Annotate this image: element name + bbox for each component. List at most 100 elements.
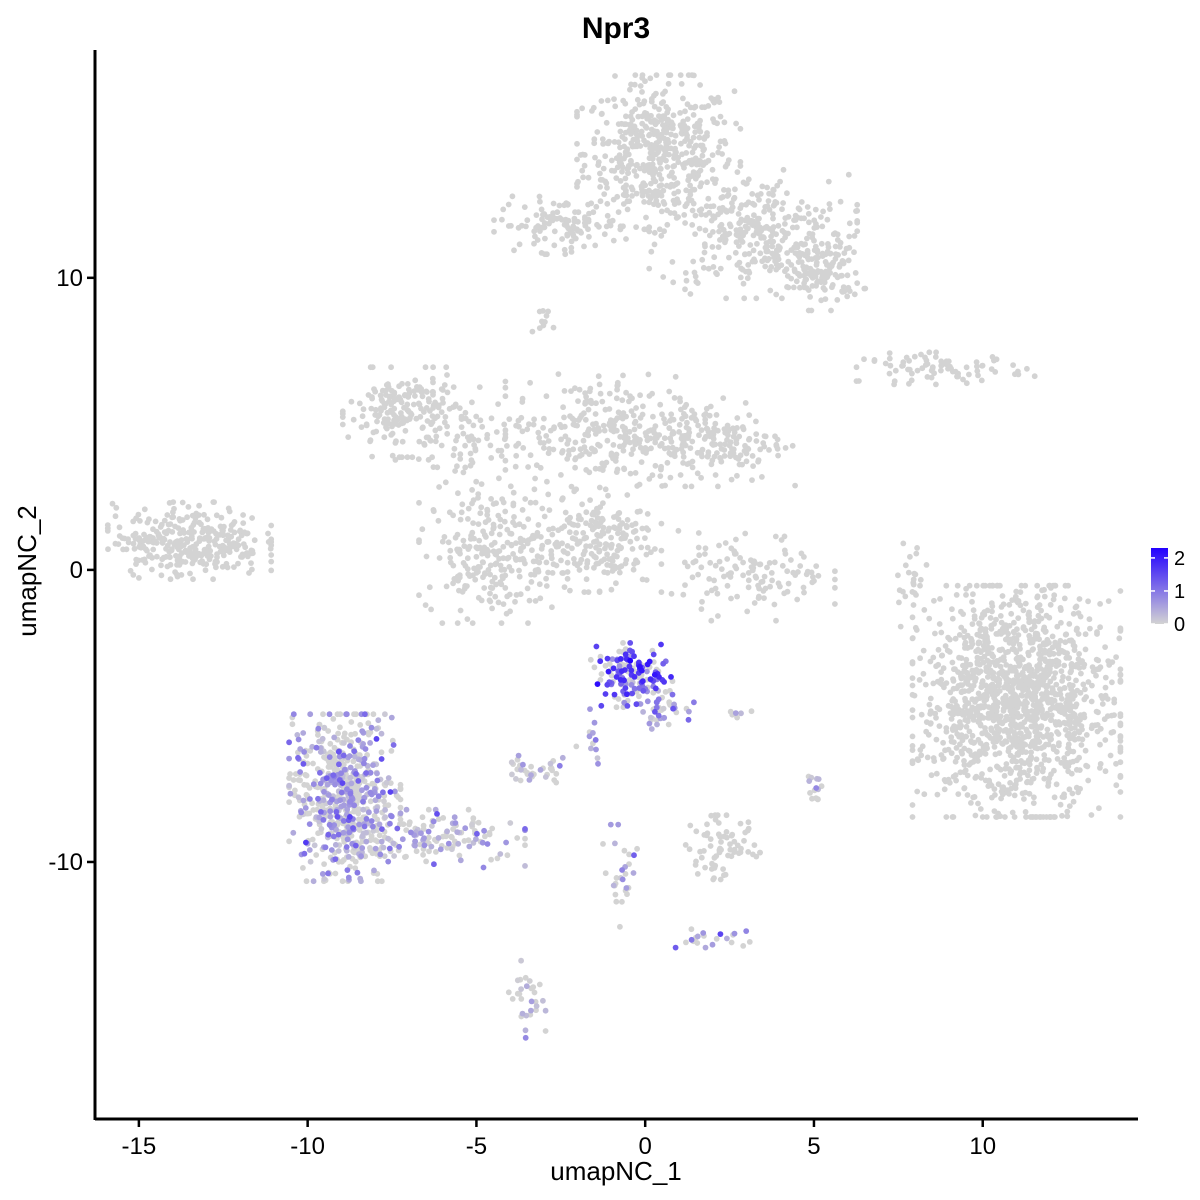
data-point	[597, 504, 604, 510]
data-point	[609, 217, 616, 224]
data-point	[551, 228, 558, 235]
data-point	[697, 82, 703, 88]
data-point	[489, 585, 496, 591]
data-point	[636, 481, 643, 488]
data-point	[680, 449, 687, 456]
data-point	[465, 516, 471, 522]
data-point	[757, 561, 764, 568]
data-point	[465, 837, 472, 844]
data-point	[592, 411, 599, 417]
data-point	[914, 788, 921, 795]
data-point	[1031, 618, 1038, 624]
data-point	[488, 542, 495, 548]
data-point	[692, 231, 698, 238]
data-point	[668, 416, 675, 423]
data-point	[716, 542, 722, 549]
data-point	[705, 265, 712, 272]
data-point	[367, 437, 374, 444]
data-point	[909, 760, 916, 767]
data-point	[1033, 706, 1040, 713]
data-point	[665, 80, 672, 87]
data-point	[909, 659, 916, 665]
data-point	[370, 711, 377, 718]
data-point	[704, 179, 710, 186]
data-point	[590, 511, 597, 518]
data-point	[1020, 625, 1027, 632]
data-point	[572, 209, 578, 216]
data-point	[803, 285, 810, 291]
data-point	[949, 615, 956, 622]
data-point	[457, 451, 464, 458]
data-point	[1096, 805, 1102, 812]
data-point	[330, 716, 337, 722]
data-point	[777, 583, 783, 590]
data-point	[702, 551, 708, 557]
data-point	[621, 465, 627, 472]
data-point	[1084, 763, 1091, 770]
data-point	[178, 572, 185, 578]
data-point	[415, 456, 422, 462]
data-point	[660, 705, 667, 712]
data-point	[1107, 752, 1114, 759]
data-point	[762, 204, 769, 210]
data-point	[801, 589, 807, 596]
data-point	[907, 553, 913, 560]
data-point	[838, 272, 844, 279]
data-point	[681, 411, 687, 417]
data-point	[177, 530, 183, 537]
data-point	[826, 201, 833, 207]
data-point	[613, 427, 620, 434]
data-point	[657, 165, 664, 172]
data-point	[956, 632, 963, 638]
data-point	[487, 562, 494, 569]
data-point	[612, 458, 619, 464]
data-point	[620, 535, 627, 542]
data-point	[570, 223, 577, 230]
data-point	[639, 411, 646, 418]
data-point	[687, 445, 694, 451]
data-point	[715, 483, 721, 490]
data-point	[611, 96, 617, 102]
data-point	[1075, 656, 1082, 663]
data-point	[623, 113, 629, 120]
data-point	[834, 297, 841, 303]
data-point	[1036, 636, 1042, 643]
data-point	[964, 670, 971, 676]
data-point	[684, 101, 691, 108]
data-point	[1018, 758, 1024, 764]
data-point	[477, 417, 484, 424]
data-point	[797, 563, 804, 569]
data-point	[698, 159, 704, 165]
data-point	[660, 122, 666, 128]
data-point	[498, 620, 505, 626]
data-point	[602, 870, 609, 877]
data-point	[460, 469, 467, 476]
data-point	[1055, 742, 1062, 749]
data-point	[721, 453, 728, 459]
data-point	[741, 251, 748, 258]
data-point	[286, 782, 292, 789]
data-point	[744, 275, 751, 282]
data-point	[988, 625, 995, 632]
data-point	[538, 545, 545, 552]
data-point	[1031, 739, 1038, 746]
data-point	[1058, 759, 1065, 766]
data-point	[550, 200, 557, 207]
data-point	[512, 522, 519, 529]
data-point	[1064, 813, 1071, 820]
data-point	[1082, 646, 1089, 653]
data-point	[986, 685, 993, 692]
data-point	[668, 119, 675, 126]
data-point	[968, 708, 974, 714]
data-point	[952, 635, 959, 642]
data-point	[545, 438, 552, 444]
data-point	[585, 216, 592, 223]
data-point	[502, 457, 509, 464]
data-point	[755, 457, 762, 463]
data-point	[479, 559, 486, 565]
data-point	[587, 397, 594, 404]
data-point	[441, 534, 448, 540]
data-point	[599, 398, 606, 405]
data-point	[720, 866, 726, 872]
data-point	[1002, 814, 1008, 820]
